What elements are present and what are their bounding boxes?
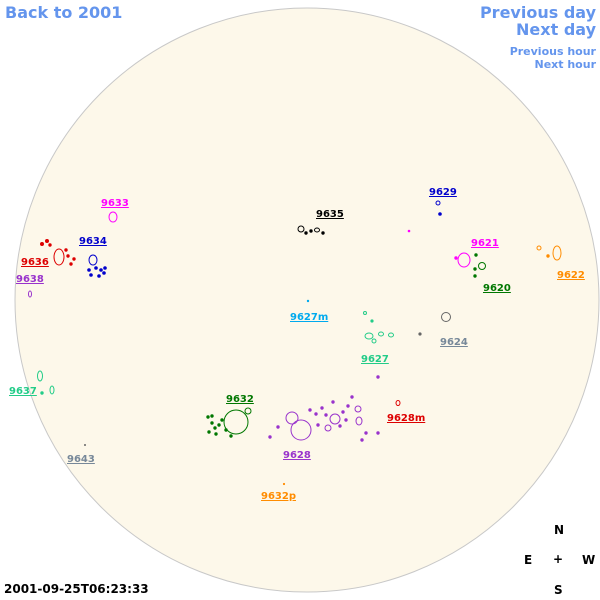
region-label-9627m[interactable]: 9627m (290, 312, 328, 323)
sunspot-group-9624 (418, 312, 451, 336)
region-label-9624[interactable]: 9624 (440, 337, 468, 348)
sunspot-group-9627m (306, 299, 310, 303)
sunspot-group-9636 (40, 239, 76, 266)
sunspot-group-9638 (28, 290, 32, 298)
sunspot-group-9621 (454, 252, 471, 268)
compass-west: W (582, 553, 596, 567)
region-label-9635[interactable]: 9635 (316, 209, 344, 220)
region-label-9632p[interactable]: 9632p (261, 491, 296, 502)
region-label-9620[interactable]: 9620 (483, 283, 511, 294)
compass-south: S (554, 583, 563, 597)
sunspot-group-9637 (37, 370, 55, 395)
region-label-9633[interactable]: 9633 (101, 198, 129, 209)
sunspot-group-9632 (206, 407, 252, 438)
sunspot-dot (407, 229, 411, 233)
region-label-9628m[interactable]: 9628m (387, 413, 425, 424)
sunspot-group-9628m (395, 400, 401, 406)
region-label-9628[interactable]: 9628 (283, 450, 311, 461)
sunspot-group-9633 (108, 211, 118, 223)
region-label-9622[interactable]: 9622 (557, 270, 585, 281)
previous-day-link[interactable]: Previous day (479, 3, 596, 22)
compass-north: N (554, 523, 565, 537)
region-label-9621[interactable]: 9621 (471, 238, 499, 249)
sunspot-group-9635 (297, 225, 325, 235)
sunspot-group-9634 (87, 254, 107, 278)
compass-east: E (524, 553, 533, 567)
region-label-9643[interactable]: 9643 (67, 454, 95, 465)
sunspot-group-9643 (84, 444, 86, 446)
region-label-9634[interactable]: 9634 (79, 236, 107, 247)
compass-center-plus: + (553, 552, 564, 566)
region-label-9636[interactable]: 9636 (21, 257, 49, 268)
region-label-9627[interactable]: 9627 (361, 354, 389, 365)
next-hour-link[interactable]: Next hour (534, 58, 597, 71)
observation-timestamp: 2001-09-25T06:23:33 (4, 582, 149, 596)
region-label-9632[interactable]: 9632 (226, 394, 254, 405)
region-label-9629[interactable]: 9629 (429, 187, 457, 198)
sunspot-group-9620 (473, 253, 486, 278)
sunspot-group-9629 (435, 200, 442, 216)
back-to-year-link[interactable]: Back to 2001 (5, 3, 123, 22)
next-day-link[interactable]: Next day (516, 20, 596, 39)
sunspot-group-9628 (268, 375, 380, 442)
region-label-9637[interactable]: 9637 (9, 386, 37, 397)
sunspot-group-9622 (536, 245, 562, 261)
sunspot-group-9627 (363, 311, 394, 344)
region-label-9638[interactable]: 9638 (16, 274, 44, 285)
sunspot-group-9632p (282, 482, 286, 486)
solar-disk (14, 7, 600, 593)
previous-hour-link[interactable]: Previous hour (509, 45, 596, 58)
